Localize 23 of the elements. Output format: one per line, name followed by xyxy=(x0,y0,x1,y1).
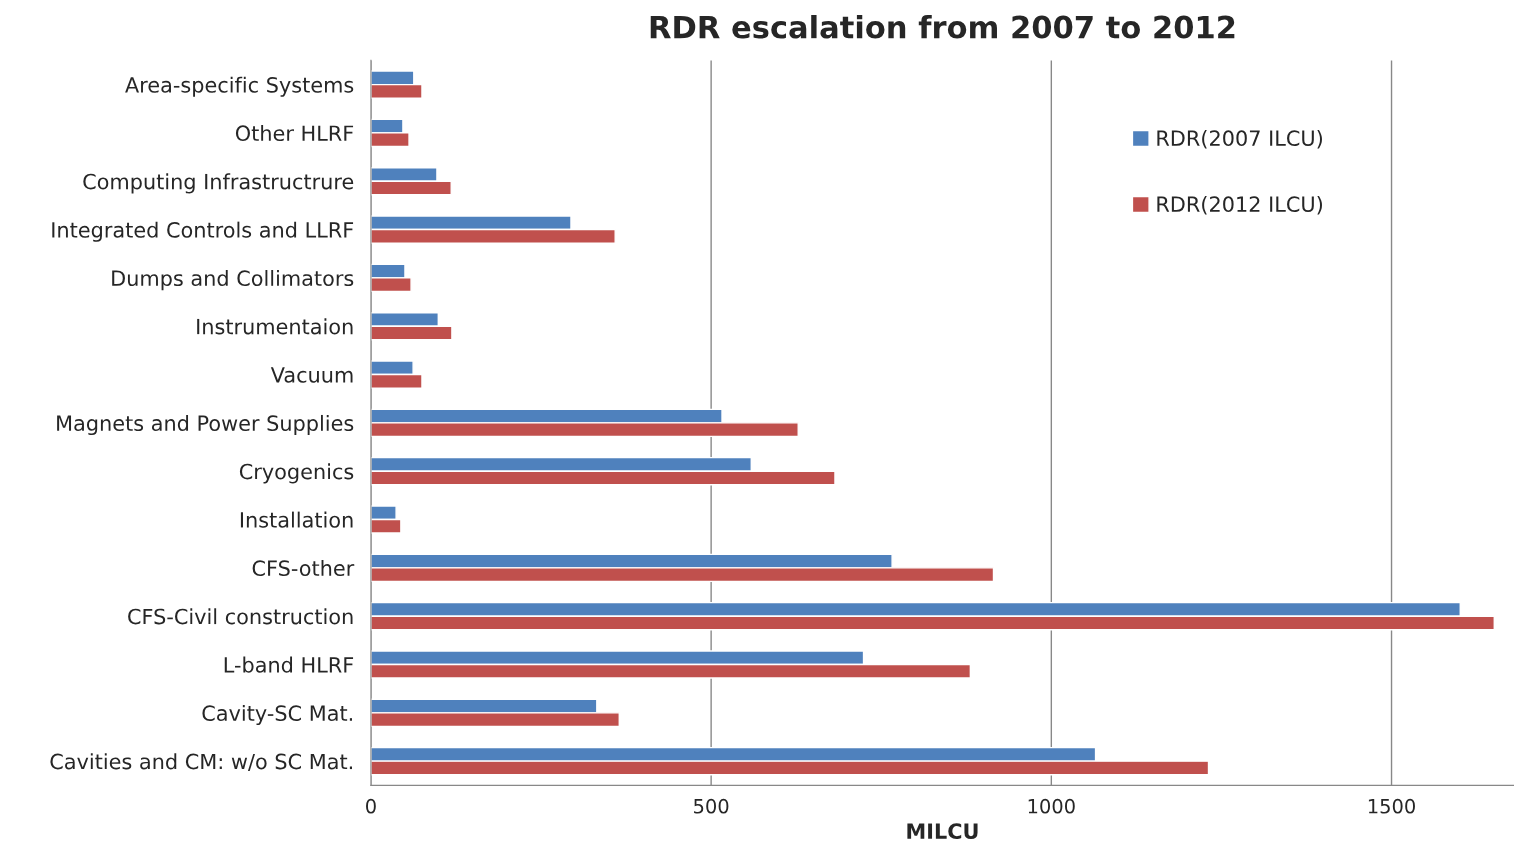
y-tick-label: Installation xyxy=(240,511,353,528)
y-tick-label: Other HLRF xyxy=(235,124,354,142)
y-tick-label: CFS-other xyxy=(252,559,355,577)
x-tick-label: 1000 xyxy=(1028,798,1075,814)
x-tick-label: 0 xyxy=(366,798,376,814)
legend-label: RDR(2007 ILCU) xyxy=(1157,129,1322,149)
x-tick-label: 500 xyxy=(694,798,729,814)
x-axis-title: MILCU xyxy=(907,823,978,840)
x-tick-label: 1500 xyxy=(1368,798,1415,814)
y-tick-label: Computing Infrastructrure xyxy=(83,173,354,194)
legend-label: RDR(2012 ILCU) xyxy=(1157,195,1322,215)
y-tick-label: Integrated Controls and LLRF xyxy=(52,221,354,242)
y-tick-label: Dumps and Collimators xyxy=(112,269,354,291)
y-tick-label: L-band HLRF xyxy=(224,656,354,673)
y-tick-label: Instrumentaion xyxy=(197,318,353,335)
y-tick-label: CFS-Civil construction xyxy=(128,608,353,625)
y-tick-label: Magnets and Power Supplies xyxy=(57,414,354,436)
y-tick-label: Area-specific Systems xyxy=(125,76,354,97)
chart-title: RDR escalation from 2007 to 2012 xyxy=(650,14,1235,39)
y-tick-label: Cryogenics xyxy=(239,463,354,484)
y-tick-label: Vacuum xyxy=(270,367,353,383)
y-tick-label: Cavities and CM: w/o SC Mat. xyxy=(50,753,353,772)
y-tick-label: Cavity-SC Mat. xyxy=(202,704,353,726)
